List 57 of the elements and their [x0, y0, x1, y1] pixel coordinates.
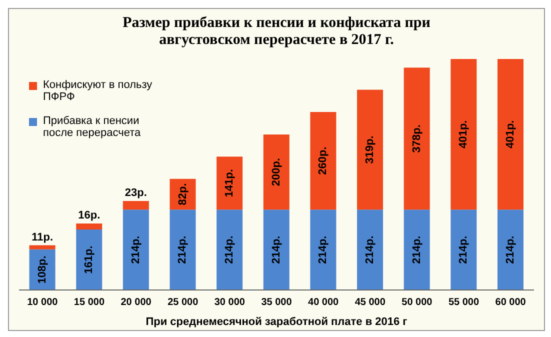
bar	[122, 200, 149, 210]
x-tick-label: 15 000	[74, 297, 105, 308]
data-label: 82р.	[176, 183, 189, 206]
bar	[310, 210, 336, 290]
legend-label: Конфискуют в пользу ПФРФ	[43, 79, 154, 103]
data-label: 11р.	[32, 231, 54, 244]
bar	[450, 210, 477, 290]
data-label: 214р.	[504, 236, 516, 264]
bar	[357, 210, 384, 290]
x-tick-label: 20 000	[120, 297, 152, 308]
bar	[497, 210, 524, 290]
x-tick-label: 40 000	[308, 297, 340, 308]
x-tick-label: 55 000	[448, 297, 480, 308]
data-label: 214р.	[130, 236, 142, 264]
bar	[216, 210, 243, 290]
x-axis-title: При среднемесячной заработной плате в 2016 г	[144, 316, 408, 328]
data-label: 214р.	[224, 236, 236, 264]
data-label: 214р.	[410, 236, 423, 264]
data-label: 260р.	[317, 146, 330, 175]
bar	[29, 245, 56, 250]
bar	[357, 90, 384, 210]
bar	[263, 210, 290, 290]
data-label: 16р.	[78, 210, 100, 222]
data-label: 401р.	[458, 120, 470, 148]
bar	[450, 59, 477, 210]
data-label: 214р.	[270, 236, 282, 264]
data-label: 214р.	[458, 236, 470, 264]
x-tick-label: 60 000	[495, 297, 526, 308]
x-tick-label: 50 000	[402, 297, 433, 308]
bar	[216, 156, 243, 210]
bar	[263, 134, 290, 210]
data-label: 214р.	[317, 236, 330, 264]
x-tick-label: 10 000	[27, 297, 58, 308]
bar	[404, 68, 430, 210]
x-tick-label: 45 000	[354, 297, 386, 308]
data-label: 141р.	[224, 169, 236, 198]
x-tick-label: 25 000	[168, 297, 199, 308]
data-label: 214р.	[176, 236, 189, 264]
data-label: 161р.	[83, 246, 96, 274]
data-label: 108р.	[36, 256, 48, 284]
x-tick-label: 30 000	[214, 297, 246, 308]
bar	[310, 112, 336, 210]
data-label: 214р.	[364, 236, 376, 264]
chart-title: Размер прибавки к пенсии и конфиската при августовском перерасчете в 2017 г.	[122, 14, 432, 49]
data-label: 401р.	[504, 120, 516, 148]
x-tick-label: 35 000	[261, 297, 292, 308]
bar	[170, 210, 196, 290]
data-label: 200р.	[270, 158, 282, 186]
bar	[76, 230, 102, 290]
bar	[122, 210, 149, 290]
legend-label: Прибавка к пенсии после перерасчета	[43, 115, 142, 139]
data-label: 319р.	[364, 136, 376, 164]
data-label: 378р.	[410, 124, 423, 153]
data-label: 23р.	[124, 186, 147, 199]
bar	[76, 224, 102, 230]
bar	[497, 59, 524, 210]
bar	[404, 210, 430, 290]
